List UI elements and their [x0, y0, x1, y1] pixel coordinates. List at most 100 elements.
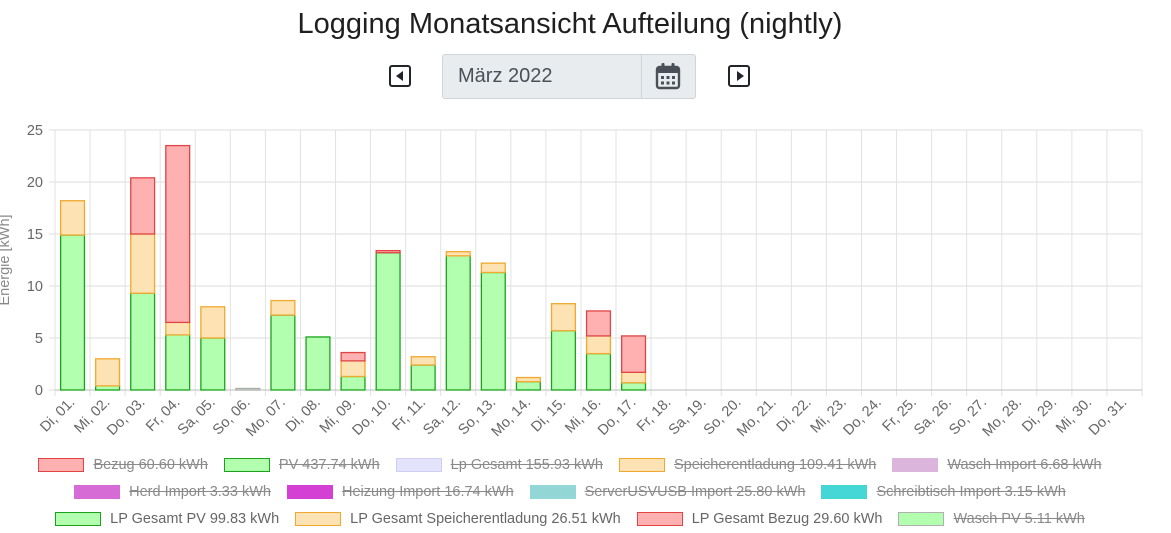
bar-segment [585, 335, 612, 355]
bar-segment [59, 200, 86, 236]
calendar-button[interactable] [642, 55, 695, 98]
chart-legend: Bezug 60.60 kWh PV 437.74 kWh Lp Gesamt 15… [0, 451, 1140, 532]
bar-segment [375, 249, 401, 254]
x-tick-label: Di, 01. [37, 395, 78, 436]
bar-segment [585, 310, 612, 337]
legend-swatch [619, 457, 665, 472]
y-tick-label: 10 [27, 279, 43, 295]
legend-item[interactable]: Lp Gesamt 155.93 kWh [395, 456, 603, 473]
x-tick-label: Di, 22. [774, 395, 815, 436]
page-title: Logging Monatsansicht Aufteilung (nightl… [297, 8, 843, 40]
bar-segment [620, 335, 647, 373]
x-tick-label: Mo, 07. [243, 395, 289, 441]
legend-item[interactable]: Wasch PV 5.11 kWh [898, 510, 1085, 527]
y-tick-label: 20 [27, 175, 43, 191]
bar-segment [59, 234, 86, 391]
bar-segment [340, 351, 366, 362]
bar-segment [305, 336, 331, 391]
caret-right-icon[interactable] [728, 65, 750, 87]
x-tick-label: Mo, 28. [980, 395, 1026, 441]
bar-segment [480, 271, 506, 391]
x-tick-label: Di, 29. [1019, 395, 1060, 436]
legend-swatch [892, 457, 939, 472]
x-tick-label: Sa, 12. [420, 395, 464, 439]
legend-item[interactable]: LP Gesamt Speicherentladung 26.51 kWh [295, 511, 621, 527]
x-tick-label: Do, 17. [595, 395, 639, 439]
bar-segment [515, 381, 541, 391]
x-tick-label: Sa, 26. [911, 395, 955, 439]
bar-segment [235, 387, 261, 391]
legend-swatch [636, 511, 683, 526]
bar-segment [200, 337, 226, 391]
x-tick-label: Mo, 14. [489, 395, 535, 441]
legend-row: Herd Import 3.33 kWh Heizung Import 16.74… [0, 478, 1140, 505]
bar-segment [130, 177, 156, 235]
y-tick-label: 15 [27, 227, 43, 243]
legend-swatch [223, 457, 270, 472]
legend-item[interactable]: PV 437.74 kWh [223, 456, 380, 473]
x-tick-label: Do, 24. [840, 395, 884, 439]
legend-label: Schreibtisch Import 3.15 kWh [876, 483, 1066, 500]
bar-segment [550, 330, 577, 391]
legend-item[interactable]: LP Gesamt PV 99.83 kWh [55, 511, 279, 527]
bar-segment [620, 371, 647, 384]
legend-label: Herd Import 3.33 kWh [129, 483, 271, 500]
bar-segment [165, 144, 191, 324]
legend-label: Heizung Import 16.74 kWh [341, 483, 514, 500]
legend-label: LP Gesamt Speicherentladung 26.51 kWh [350, 510, 621, 527]
x-tick-label: Di, 08. [283, 395, 324, 436]
legend-swatch [529, 484, 576, 499]
bar-segment [200, 306, 226, 339]
bar-segment [165, 321, 191, 336]
legend-swatch [821, 484, 868, 499]
legend-item[interactable]: Schreibtisch Import 3.15 kWh [821, 483, 1066, 500]
legend-item[interactable]: ServerUSVUSB Import 25.80 kWh [529, 483, 806, 500]
month-input[interactable]: März 2022 [443, 55, 642, 98]
bar-segment [340, 360, 366, 378]
bar-segment [480, 262, 506, 274]
bar-segment [340, 375, 366, 391]
legend-item[interactable]: Speicherentladung 109.41 kWh [619, 457, 876, 473]
x-tick-label: Mo, 21. [734, 395, 780, 441]
bar-segment [270, 299, 296, 316]
legend-row: LP Gesamt PV 99.83 kWh LP Gesamt Speicher… [0, 505, 1140, 532]
x-tick-label: Do, 03. [104, 395, 148, 439]
legend-label: Bezug 60.60 kWh [93, 456, 208, 473]
bar-segment [130, 292, 156, 391]
legend-item[interactable]: Bezug 60.60 kWh [38, 456, 208, 473]
bar-segment [410, 356, 436, 366]
x-tick-label: Di, 15. [528, 395, 569, 436]
legend-swatch [286, 484, 333, 499]
bar-segment [585, 352, 612, 391]
legend-label: PV 437.74 kWh [278, 456, 380, 473]
legend-item[interactable]: Wasch Import 6.68 kWh [892, 456, 1102, 473]
bar-segment [95, 358, 121, 387]
calendar-icon [655, 63, 681, 90]
legend-label: ServerUSVUSB Import 25.80 kWh [584, 483, 806, 500]
y-axis-label: Energie [kWh] [0, 214, 13, 305]
legend-swatch [38, 457, 85, 472]
bar-segment [445, 255, 471, 391]
bar-segment [515, 376, 541, 383]
legend-label: Wasch PV 5.11 kWh [953, 510, 1085, 527]
bar-segment [410, 364, 436, 391]
x-tick-label: Sa, 05. [175, 395, 219, 439]
y-tick-label: 0 [35, 383, 43, 399]
caret-left-icon[interactable] [389, 65, 411, 87]
legend-swatch [395, 457, 442, 472]
y-tick-label: 5 [35, 331, 43, 347]
bar-segment [445, 251, 471, 257]
x-tick-label: Do, 31. [1086, 395, 1130, 439]
legend-label: LP Gesamt PV 99.83 kWh [110, 510, 280, 527]
bar-segment [620, 382, 647, 391]
legend-item[interactable]: Herd Import 3.33 kWh [74, 484, 271, 500]
legend-label: Lp Gesamt 155.93 kWh [450, 456, 603, 473]
bar-segment [270, 314, 296, 391]
legend-label: Wasch Import 6.68 kWh [947, 456, 1102, 473]
legend-row: Bezug 60.60 kWh PV 437.74 kWh Lp Gesamt 15… [0, 451, 1140, 478]
legend-item[interactable]: LP Gesamt Bezug 29.60 kWh [636, 511, 882, 527]
bar-segment [375, 252, 401, 391]
legend-item[interactable]: Heizung Import 16.74 kWh [286, 483, 514, 500]
month-picker[interactable]: März 2022 [442, 54, 696, 99]
